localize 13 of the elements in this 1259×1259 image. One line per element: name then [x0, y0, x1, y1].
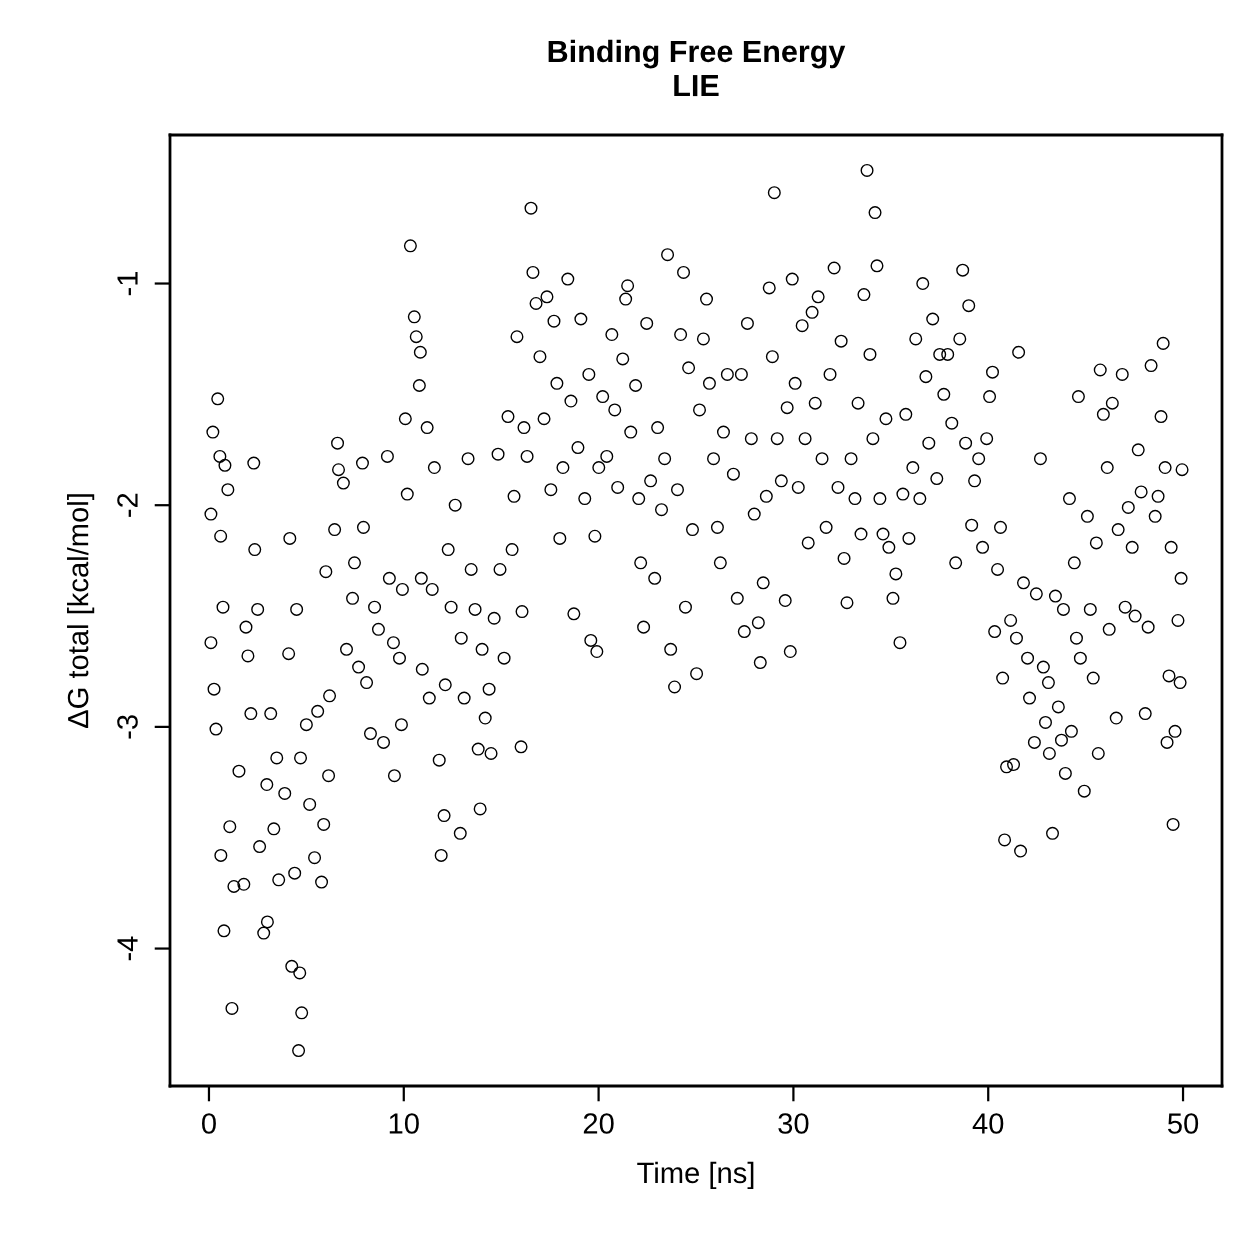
x-axis-title: Time [ns] — [637, 1161, 754, 1189]
chart-title: Binding Free Energy LIE — [548, 39, 846, 97]
y-tick-label: -4 — [117, 936, 138, 961]
x-tick-label: 40 — [972, 1113, 1004, 1134]
y-axis-title: ΔG total [kcal/mol] — [67, 494, 95, 728]
x-tick-label: 10 — [389, 1113, 419, 1134]
x-tick-label: 30 — [778, 1113, 809, 1134]
x-tick-label: 0 — [201, 1113, 216, 1134]
x-tick-label: 20 — [583, 1113, 614, 1134]
y-tick-label: -2 — [117, 493, 138, 517]
x-tick-label: 50 — [1167, 1113, 1199, 1134]
y-tick-label: -1 — [117, 271, 138, 296]
y-tick-label: -3 — [117, 715, 138, 739]
